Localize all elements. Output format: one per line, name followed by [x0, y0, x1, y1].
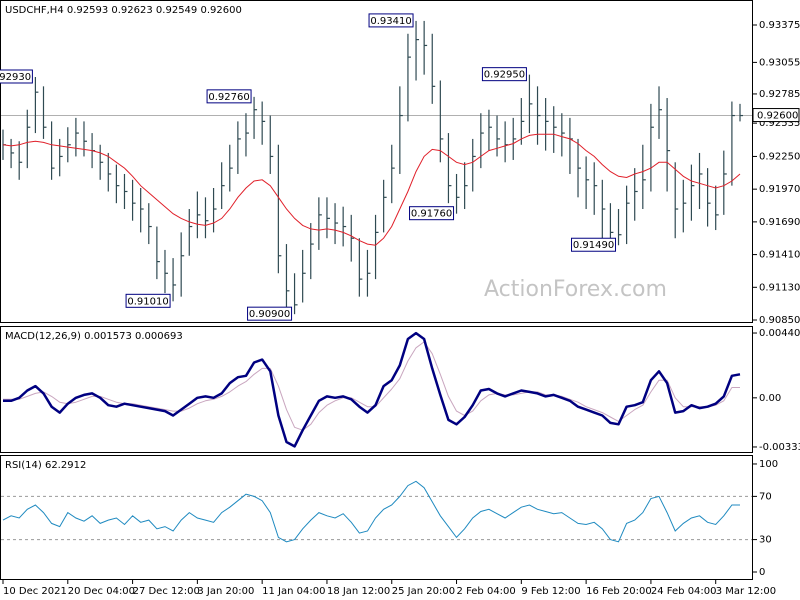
- annotation-box: [247, 306, 293, 321]
- x-tick-label: 27 Dec 12:00: [133, 586, 200, 597]
- y-tick-label: 0.91970: [759, 184, 800, 195]
- macd-panel: [0, 326, 753, 453]
- price-panel: [0, 0, 753, 323]
- annotation-box: [0, 69, 33, 84]
- last-price-box: [752, 108, 800, 123]
- annotation-box: [125, 293, 171, 308]
- x-tick-label: 10 Dec 2021: [3, 586, 67, 597]
- x-tick-label: 3 Jan 20:00: [197, 586, 254, 597]
- annotation-label: 0.92930: [0, 72, 31, 83]
- annotation-box: [571, 237, 617, 252]
- y-tick-label: 0.93375: [759, 20, 800, 31]
- annotation-label: 0.91490: [573, 240, 614, 251]
- x-tick-label: 11 Jan 04:00: [262, 586, 325, 597]
- y-tick-label: 100: [759, 459, 778, 470]
- annotation-box: [409, 206, 455, 221]
- annotation-label: 0.92950: [484, 70, 525, 81]
- x-tick-label: 18 Jan 12:00: [327, 586, 390, 597]
- annotation-box: [206, 89, 252, 104]
- y-tick-label: 0.004403: [759, 328, 800, 339]
- price-title: USDCHF,H4 0.92593 0.92623 0.92549 0.9260…: [5, 5, 242, 16]
- y-tick-label: 0.91410: [759, 250, 800, 261]
- y-tick-label: 0.92785: [759, 89, 800, 100]
- y-tick-label: -0.003338: [759, 442, 800, 453]
- moving-average: [2, 133, 741, 246]
- annotation-label: 0.91760: [411, 209, 452, 220]
- x-tick-label: 20 Dec 04:00: [68, 586, 135, 597]
- x-tick-label: 25 Jan 20:00: [392, 586, 455, 597]
- x-tick-label: 9 Feb 12:00: [521, 586, 580, 597]
- annotation-box: [368, 13, 414, 28]
- y-tick-label: 0: [759, 567, 765, 578]
- annotation-box: [481, 67, 527, 82]
- watermark: ActionForex.com: [484, 277, 667, 302]
- rsi-title: RSI(14) 62.2912: [5, 460, 86, 471]
- annotation-label: 0.92760: [208, 92, 249, 103]
- annotation-label: 0.93410: [370, 16, 411, 27]
- last-price-label: 0.92600: [757, 111, 798, 122]
- y-tick-label: 0.92535: [759, 118, 800, 129]
- y-tick-label: 0.00: [759, 393, 781, 404]
- x-tick-label: 2 Feb 04:00: [457, 586, 516, 597]
- y-tick-label: 0.91690: [759, 217, 800, 228]
- y-tick-label: 0.91130: [759, 282, 800, 293]
- x-tick-label: 16 Feb 20:00: [586, 586, 652, 597]
- annotation-label: 0.90900: [249, 309, 290, 320]
- y-tick-label: 70: [759, 491, 772, 502]
- macd-line: [3, 331, 741, 448]
- y-tick-label: 30: [759, 535, 772, 546]
- y-tick-label: 0.90850: [759, 315, 800, 326]
- x-tick-label: 24 Feb 04:00: [651, 586, 717, 597]
- y-tick-label: 0.92250: [759, 151, 800, 162]
- y-tick-label: 0.93055: [759, 57, 800, 68]
- macd-title: MACD(12,26,9) 0.001573 0.000693: [5, 331, 183, 342]
- rsi-line: [2, 480, 740, 543]
- x-tick-label: 3 Mar 12:00: [716, 586, 776, 597]
- annotation-label: 0.91010: [127, 296, 168, 307]
